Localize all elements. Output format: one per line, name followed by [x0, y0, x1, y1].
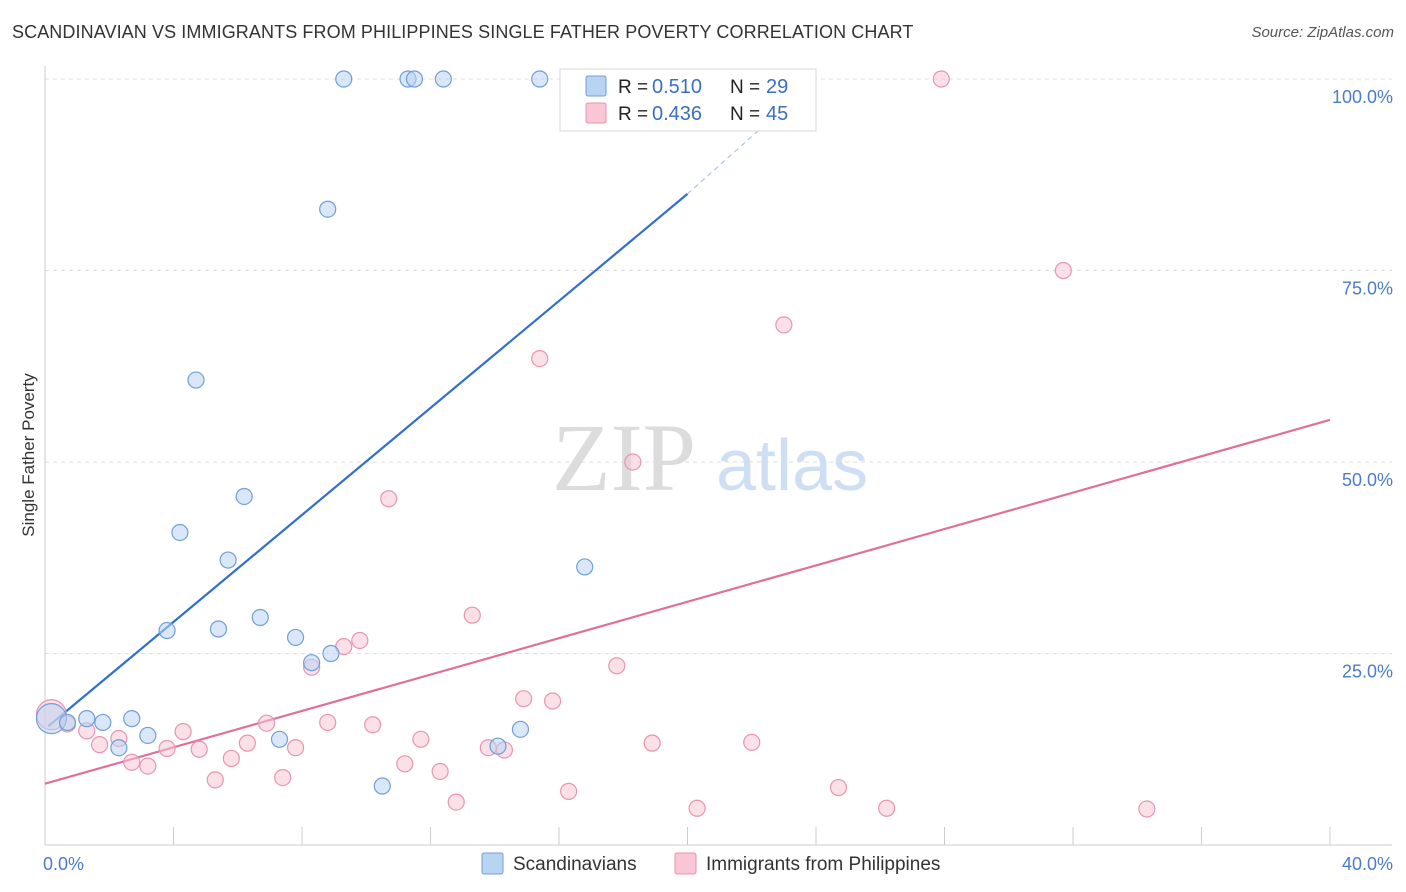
point-philippines — [775, 316, 793, 334]
point-philippines — [396, 755, 414, 773]
point-philippines — [158, 739, 176, 758]
data-points — [35, 70, 1156, 818]
legend-n-value: 29 — [766, 76, 788, 98]
point-scandinavians — [434, 70, 452, 88]
point-philippines — [412, 730, 430, 748]
point-philippines — [274, 768, 292, 787]
point-scandinavians — [139, 726, 157, 745]
y-tick-label: 50.0% — [1342, 470, 1393, 490]
point-philippines — [531, 349, 549, 368]
point-philippines — [829, 778, 848, 797]
point-scandinavians — [94, 713, 112, 732]
point-scandinavians — [171, 523, 189, 542]
point-philippines — [560, 782, 578, 800]
point-scandinavians — [322, 644, 340, 663]
legend-swatch-philippines — [585, 102, 607, 124]
point-philippines — [688, 799, 706, 817]
bottom-legend-label-philippines: Immigrants from Philippines — [706, 854, 940, 875]
point-philippines — [123, 753, 141, 771]
trend-line-scandinavians — [47, 193, 689, 728]
legend-n-value: 45 — [766, 103, 788, 125]
legend-n-label: N = — [730, 104, 760, 125]
point-scandinavians — [110, 739, 128, 757]
x-tick-labels: 0.0% 40.0% — [43, 854, 1393, 874]
grid-lines — [45, 78, 1392, 654]
point-scandinavians — [373, 777, 391, 795]
bottom-legend-label-scandinavians: Scandinavians — [513, 854, 637, 875]
point-scandinavians — [219, 551, 237, 569]
point-philippines — [380, 490, 398, 508]
bottom-legend-swatch-scandinavians — [481, 852, 504, 875]
point-scandinavians — [489, 737, 507, 755]
point-philippines — [319, 713, 337, 732]
point-philippines — [222, 749, 240, 768]
y-tick-label: 75.0% — [1342, 279, 1393, 299]
watermark-atlas: atlas — [716, 426, 868, 506]
point-philippines — [286, 739, 305, 757]
point-scandinavians — [303, 654, 321, 672]
point-philippines — [238, 734, 256, 752]
point-scandinavians — [187, 371, 205, 389]
y-axis-title: Single Father Poverty — [19, 373, 38, 537]
legend-r-label: R = — [618, 77, 648, 98]
point-philippines — [351, 631, 369, 650]
chart-title: SCANDINAVIAN VS IMMIGRANTS FROM PHILIPPI… — [12, 22, 914, 42]
bottom-legend-swatch-philippines — [674, 852, 697, 875]
point-philippines — [463, 606, 481, 624]
point-scandinavians — [209, 620, 228, 638]
point-scandinavians — [235, 487, 253, 506]
y-tick-label: 25.0% — [1342, 662, 1393, 682]
point-scandinavians — [251, 608, 269, 627]
point-philippines — [932, 70, 950, 88]
point-philippines — [543, 692, 562, 710]
source-credit: Source: ZipAtlas.com — [1251, 24, 1394, 41]
trend-extension-scandinavians — [687, 78, 817, 195]
y-tick-labels: 25.0% 50.0% 75.0% 100.0% — [1332, 87, 1393, 682]
point-scandinavians — [78, 710, 96, 728]
legend-n-label: N = — [730, 77, 760, 98]
x-tick-label: 0.0% — [43, 854, 84, 874]
point-philippines — [139, 757, 157, 775]
point-scandinavians — [270, 730, 289, 748]
point-scandinavians — [58, 713, 77, 732]
point-philippines — [608, 657, 626, 675]
point-philippines — [206, 771, 224, 789]
point-philippines — [515, 690, 533, 708]
watermark: ZIP atlas — [552, 404, 868, 511]
point-philippines — [174, 723, 192, 741]
point-scandinavians — [319, 200, 337, 218]
point-philippines — [878, 799, 896, 817]
watermark-zip: ZIP — [552, 404, 696, 511]
point-philippines — [364, 716, 382, 734]
x-tick-label: 40.0% — [1342, 854, 1393, 874]
legend-r-label: R = — [618, 104, 648, 125]
legend-r-value: 0.436 — [652, 103, 702, 125]
point-scandinavians — [123, 710, 141, 728]
point-scandinavians — [405, 70, 424, 88]
point-scandinavians — [286, 628, 305, 647]
point-philippines — [643, 734, 661, 752]
point-scandinavians — [158, 621, 176, 640]
point-philippines — [91, 736, 109, 754]
legend-r-value: 0.510 — [652, 76, 702, 98]
y-tick-label: 100.0% — [1332, 87, 1393, 107]
point-philippines — [447, 793, 465, 811]
point-philippines — [1138, 800, 1156, 818]
point-philippines — [1054, 261, 1072, 280]
point-philippines — [190, 740, 208, 758]
point-scandinavians — [576, 558, 594, 576]
point-philippines — [743, 733, 761, 751]
point-philippines — [624, 453, 642, 471]
point-philippines — [258, 714, 276, 732]
point-philippines — [431, 762, 449, 781]
legend-swatch-scandinavians — [585, 75, 607, 97]
point-scandinavians — [511, 720, 530, 738]
point-scandinavians — [335, 70, 353, 88]
point-scandinavians — [531, 70, 549, 88]
bottom-legend: Scandinavians Immigrants from Philippine… — [481, 852, 940, 875]
legend-box: R = 0.510 N = 29 R = 0.436 N = 45 — [559, 68, 817, 132]
